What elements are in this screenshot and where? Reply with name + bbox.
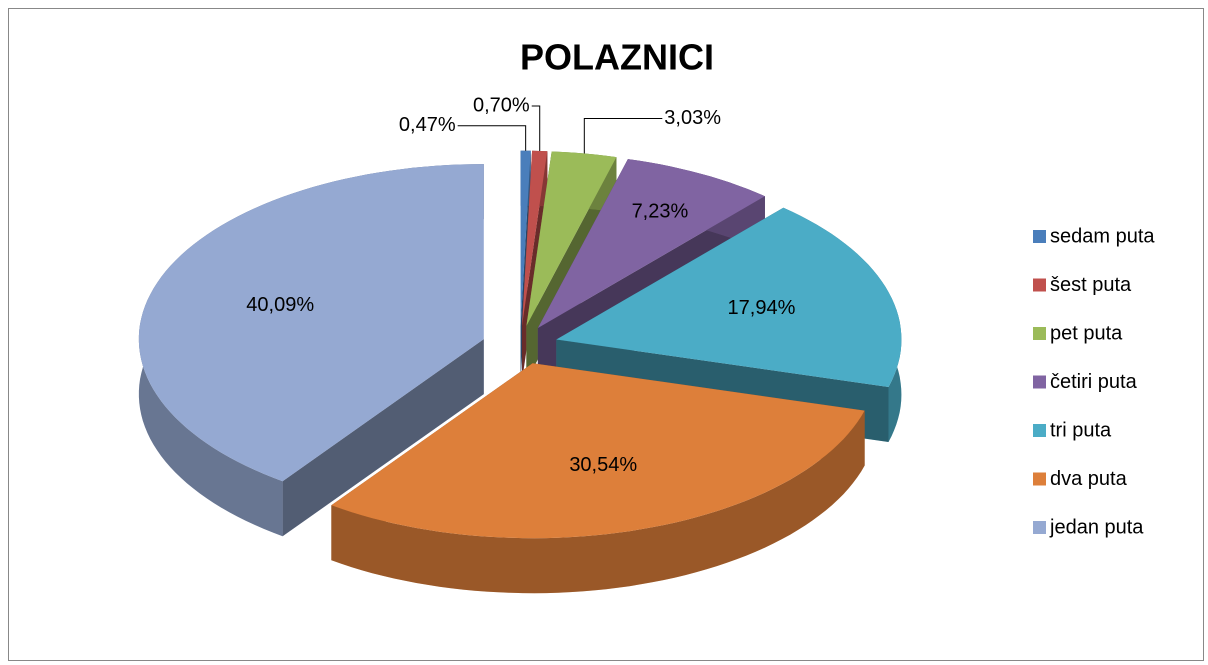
pie-slice <box>331 363 865 539</box>
data-label: 3,03% <box>664 107 721 129</box>
legend-swatch <box>1033 375 1046 389</box>
pie-slice <box>537 159 765 328</box>
legend-label: pet puta <box>1050 322 1123 344</box>
legend-label: dva puta <box>1050 468 1128 490</box>
data-label: 17,94% <box>728 297 796 319</box>
data-label: 40,09% <box>246 294 314 316</box>
legend-swatch <box>1033 278 1046 292</box>
pie-slice <box>526 151 617 326</box>
leader-line <box>457 125 527 151</box>
legend-label: sedam puta <box>1050 225 1155 247</box>
chart-title: POLAZNICI <box>520 37 714 78</box>
legend-swatch <box>1033 230 1046 243</box>
legend-swatch <box>1033 521 1046 534</box>
slice-side <box>282 339 484 537</box>
leader-line <box>531 105 541 151</box>
data-label: 30,54% <box>569 454 637 476</box>
legend-swatch <box>1033 327 1046 340</box>
data-label: 7,23% <box>632 201 689 223</box>
slice-wall-shade <box>331 410 865 594</box>
pie-slice-group <box>331 363 865 594</box>
legend-label: četiri puta <box>1050 371 1138 393</box>
legend-label: tri puta <box>1050 419 1112 441</box>
slice-wall <box>331 410 865 594</box>
legend-swatch <box>1033 424 1046 437</box>
pie-slice <box>138 164 484 482</box>
legend-swatch <box>1033 472 1046 486</box>
pie-slice-group <box>138 164 484 537</box>
legend-label: šest puta <box>1050 274 1132 296</box>
data-label: 0,47% <box>399 114 456 136</box>
pie-slice <box>520 150 531 326</box>
leader-line <box>583 117 663 154</box>
pie-slice <box>556 207 902 387</box>
slice-side-shade <box>282 339 484 537</box>
pie-slice <box>522 150 548 326</box>
legend-label: jedan puta <box>1049 516 1144 538</box>
data-label: 0,70% <box>473 94 530 116</box>
